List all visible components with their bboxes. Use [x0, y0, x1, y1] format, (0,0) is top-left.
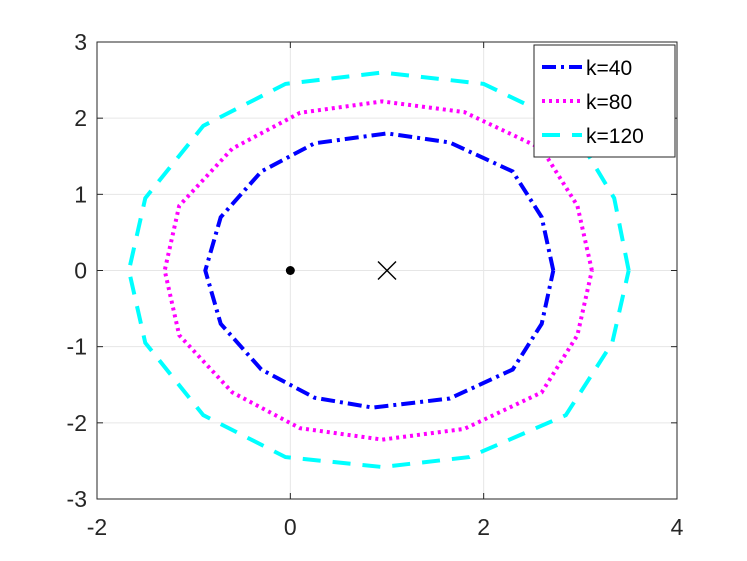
y-tick-label: 0 [74, 258, 87, 284]
y-tick-label: 3 [74, 29, 87, 55]
series-line-k-120 [126, 70, 631, 470]
series-lines [126, 70, 631, 470]
legend-label: k=40 [586, 57, 632, 80]
y-tick-label: 1 [74, 181, 87, 207]
origin-dot-marker [285, 266, 295, 275]
x-tick-label: 2 [477, 514, 490, 540]
cross-marker [377, 261, 397, 280]
legend-label: k=80 [586, 91, 632, 114]
legend: k=40 k=80 k=120 [533, 44, 676, 158]
x-tick-label: 4 [671, 514, 684, 540]
y-tick-label: 2 [74, 105, 87, 131]
x-tick-label: -2 [87, 514, 107, 540]
y-tick-label: -3 [67, 486, 87, 512]
y-tick-label: -2 [67, 410, 87, 436]
point-markers [285, 261, 397, 280]
series-line-k-80 [162, 99, 594, 442]
x-tick-label: 0 [284, 514, 297, 540]
legend-label: k=120 [586, 125, 644, 148]
series-line-k-40 [203, 131, 556, 410]
y-tick-label: -1 [67, 334, 87, 360]
